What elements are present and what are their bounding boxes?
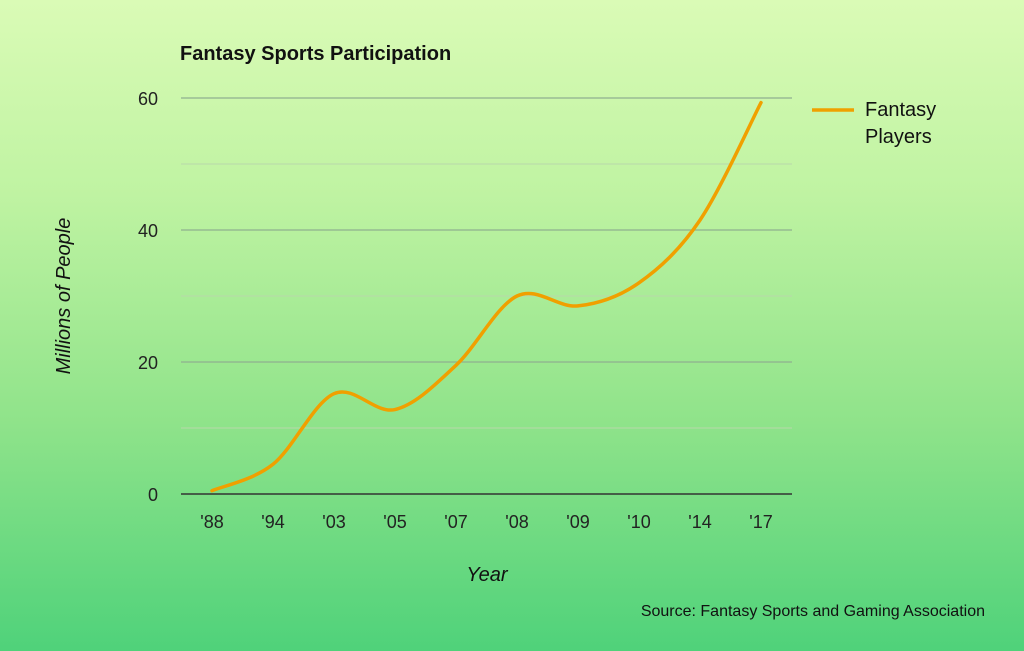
chart-title: Fantasy Sports Participation — [180, 43, 451, 65]
x-tick-label: '94 — [261, 512, 284, 532]
legend: Fantasy Players — [812, 99, 936, 148]
legend-label: Fantasy Players — [865, 99, 936, 148]
y-axis-title: Millions of People — [53, 218, 75, 375]
series-line-fantasy-players — [210, 100, 763, 493]
y-tick-label: 40 — [138, 221, 158, 241]
x-axis-title: Year — [466, 564, 508, 586]
x-tick-labels: '88 '94 '03 '05 '07 '08 '09 '10 '14 '17 — [200, 512, 772, 532]
y-tick-label: 0 — [148, 485, 158, 505]
x-tick-label: '08 — [505, 512, 528, 532]
gridlines — [181, 97, 792, 429]
x-tick-label: '88 — [200, 512, 223, 532]
y-tick-labels: 0 20 40 60 — [138, 89, 158, 505]
source-note: Source: Fantasy Sports and Gaming Associ… — [641, 603, 985, 620]
y-tick-label: 60 — [138, 89, 158, 109]
x-tick-label: '07 — [444, 512, 467, 532]
x-tick-label: '17 — [749, 512, 772, 532]
x-tick-label: '05 — [383, 512, 406, 532]
x-tick-label: '09 — [566, 512, 589, 532]
y-tick-label: 20 — [138, 353, 158, 373]
x-tick-label: '03 — [322, 512, 345, 532]
x-tick-label: '10 — [627, 512, 650, 532]
x-tick-label: '14 — [688, 512, 711, 532]
